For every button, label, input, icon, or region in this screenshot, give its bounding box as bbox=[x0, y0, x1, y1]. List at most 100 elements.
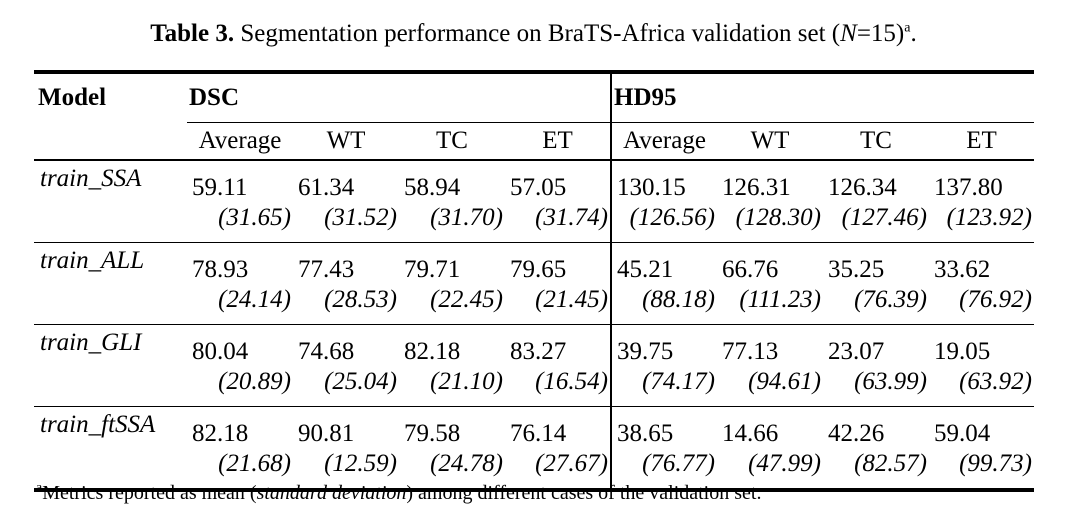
header-dsc-tc: TC bbox=[399, 122, 505, 161]
table-row: train_GLI 80.04 (20.89) 74.68 (25.04) 82.18 (2… bbox=[34, 324, 1035, 407]
hd95-value-cell: 59.04 (99.73) bbox=[929, 407, 1034, 491]
header-group-dsc: DSC bbox=[187, 72, 612, 123]
hd95-value-cell: 39.75 (74.17) bbox=[610, 324, 718, 407]
dsc-value-cell: 77.43 (28.53) bbox=[293, 242, 399, 325]
dsc-mean: 78.93 bbox=[192, 256, 249, 283]
dsc-value-cell: 79.71 (22.45) bbox=[399, 242, 505, 325]
hd95-sd: (63.99) bbox=[854, 368, 928, 395]
hd95-mean: 45.21 bbox=[617, 256, 674, 283]
hd95-sd: (123.92) bbox=[946, 204, 1033, 231]
header-hd95-average: Average bbox=[610, 122, 718, 161]
header-dsc-average: Average bbox=[187, 122, 293, 161]
caption-end: . bbox=[910, 20, 917, 47]
dsc-mean: 74.68 bbox=[298, 338, 355, 365]
hd95-mean: 66.76 bbox=[722, 256, 779, 283]
table-row: train_SSA 59.11 (31.65) 61.34 (31.52) 58.94 (3… bbox=[34, 160, 1035, 243]
dsc-mean: 82.18 bbox=[192, 420, 249, 447]
hd95-mean: 77.13 bbox=[722, 338, 779, 365]
hd95-value-cell: 23.07 (63.99) bbox=[823, 324, 930, 407]
model-name-cell: train_ftSSA bbox=[40, 411, 156, 438]
hd95-value-cell: 126.34 (127.46) bbox=[823, 160, 930, 243]
header-model: Model bbox=[38, 84, 107, 112]
header-hd95-tc: TC bbox=[823, 122, 930, 161]
header-dsc-et: ET bbox=[505, 122, 612, 161]
dsc-value-cell: 57.05 (31.74) bbox=[505, 160, 612, 243]
model-name-cell: train_SSA bbox=[34, 160, 187, 243]
dsc-value-cell: 76.14 (27.67) bbox=[505, 407, 611, 491]
footnote-end: ) among different cases of the validatio… bbox=[406, 482, 762, 504]
dsc-mean: 59.11 bbox=[192, 174, 248, 201]
footnote-italic: standard deviation bbox=[256, 482, 407, 504]
hd95-mean: 35.25 bbox=[828, 256, 885, 283]
hd95-value-cell: 126.31 (128.30) bbox=[717, 160, 824, 243]
results-table: Model DSC HD95 Average WT TC ET Average … bbox=[34, 70, 1035, 492]
dsc-mean: 77.43 bbox=[298, 256, 355, 283]
hd95-value-cell: 19.05 (63.92) bbox=[929, 324, 1035, 407]
dsc-sd: (25.04) bbox=[324, 368, 397, 395]
dsc-sd: (12.59) bbox=[324, 450, 397, 477]
dsc-mean: 61.34 bbox=[298, 174, 355, 201]
hd95-mean: 130.15 bbox=[617, 174, 686, 201]
dsc-sd: (28.53) bbox=[324, 286, 397, 313]
hd95-sd: (128.30) bbox=[735, 204, 822, 231]
dsc-mean: 79.58 bbox=[404, 420, 461, 447]
hd95-sd: (74.17) bbox=[642, 368, 716, 395]
hd95-value-cell: 38.65 (76.77) bbox=[610, 406, 718, 490]
model-name-cell: train_GLI bbox=[34, 324, 187, 407]
dsc-mean: 79.71 bbox=[404, 256, 461, 283]
header-row-subcols: Average WT TC ET Average WT TC ET bbox=[34, 122, 1035, 161]
hd95-value-cell: 42.26 (82.57) bbox=[823, 407, 929, 491]
header-empty-cell bbox=[34, 122, 187, 161]
dsc-sd: (21.68) bbox=[218, 450, 291, 477]
hd95-value-cell: 130.15 (126.56) bbox=[610, 160, 718, 243]
header-group-hd95: HD95 bbox=[610, 72, 1035, 123]
hd95-sd: (126.56) bbox=[629, 204, 716, 231]
dsc-sd: (16.54) bbox=[535, 368, 609, 395]
header-hd95-et: ET bbox=[929, 122, 1035, 161]
footnote-superscript: a bbox=[36, 480, 43, 496]
dsc-value-cell: 80.04 (20.89) bbox=[187, 324, 293, 407]
table-footnote: aMetrics reported as mean (standard devi… bbox=[36, 480, 761, 506]
hd95-sd: (99.73) bbox=[959, 450, 1033, 477]
dsc-value-cell: 74.68 (25.04) bbox=[293, 324, 399, 407]
dsc-value-cell: 58.94 (31.70) bbox=[399, 160, 505, 243]
footnote-text: Metrics reported as mean ( bbox=[42, 482, 257, 504]
dsc-value-cell: 82.18 (21.68) bbox=[187, 407, 293, 491]
dsc-value-cell: 83.27 (16.54) bbox=[505, 324, 612, 407]
hd95-sd: (76.92) bbox=[959, 286, 1033, 313]
hd95-sd: (88.18) bbox=[642, 286, 716, 313]
dsc-sd: (20.89) bbox=[218, 368, 291, 395]
dsc-mean: 80.04 bbox=[192, 338, 249, 365]
hd95-mean: 39.75 bbox=[617, 338, 674, 365]
hd95-sd: (47.99) bbox=[748, 450, 822, 477]
dsc-sd: (21.45) bbox=[535, 286, 609, 313]
hd95-value-cell: 77.13 (94.61) bbox=[717, 324, 824, 407]
hd95-value-cell: 45.21 (88.18) bbox=[610, 242, 718, 325]
dsc-sd: (31.65) bbox=[218, 204, 291, 231]
hd95-value-cell: 33.62 (76.92) bbox=[929, 242, 1035, 325]
dsc-value-cell: 82.18 (21.10) bbox=[399, 324, 505, 407]
hd95-mean: 126.34 bbox=[828, 174, 897, 201]
caption-superscript: a bbox=[904, 20, 911, 36]
dsc-sd: (22.45) bbox=[430, 286, 503, 313]
hd95-sd: (111.23) bbox=[739, 286, 822, 313]
dsc-mean: 76.14 bbox=[510, 420, 567, 447]
dsc-sd: (24.14) bbox=[218, 286, 291, 313]
hd95-value-cell: 14.66 (47.99) bbox=[717, 407, 823, 491]
header-hd95-wt: WT bbox=[717, 122, 824, 161]
dsc-mean: 58.94 bbox=[404, 174, 461, 201]
dsc-value-cell: 61.34 (31.52) bbox=[293, 160, 399, 243]
dsc-mean: 79.65 bbox=[510, 256, 567, 283]
model-name-cell: train_ALL bbox=[34, 242, 187, 325]
dsc-sd: (21.10) bbox=[430, 368, 503, 395]
dsc-value-cell: 90.81 (12.59) bbox=[293, 407, 399, 491]
hd95-sd: (127.46) bbox=[841, 204, 928, 231]
caption-text: Segmentation performance on BraTS-Africa… bbox=[234, 20, 841, 47]
hd95-mean: 38.65 bbox=[617, 420, 674, 447]
hd95-mean: 59.04 bbox=[934, 420, 991, 447]
dsc-mean: 83.27 bbox=[510, 338, 567, 365]
hd95-sd: (76.77) bbox=[642, 450, 716, 477]
dsc-sd: (27.67) bbox=[535, 450, 609, 477]
header-row-groups: Model DSC HD95 bbox=[34, 72, 1035, 123]
table-row: train_ftSSA 82.18 (21.68) 90.81 (12.59) 79.58… bbox=[34, 406, 1034, 491]
